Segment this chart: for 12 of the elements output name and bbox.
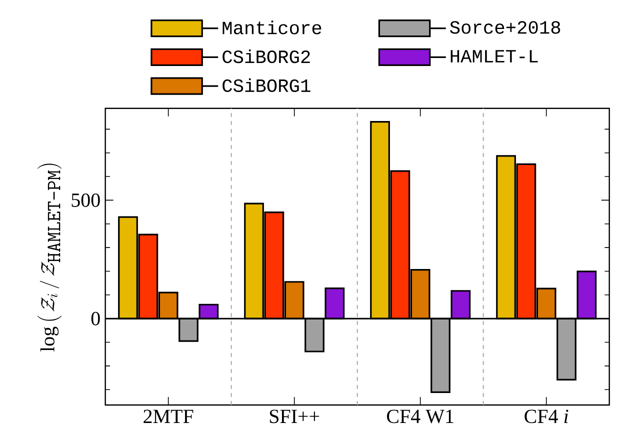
x-tick-label: SFI++ [270,410,320,424]
legend-label: CSiBORG1 [222,78,310,92]
legend-label: Sorce+2018 [450,21,560,34]
legend-label: CSiBORG2 [222,49,310,64]
legend-label: HAMLET-L [450,50,538,62]
x-tick-label: CF4 W1 [386,410,454,424]
y-axis-title: $\log\left(\,\mathcal{Z}_i\,/\,\mathcal{Z}_{\texttt{HAMLET-PM}}\right)$ [37,164,62,352]
x-tick-label: CF4 i [524,410,568,424]
y-tick-label: 0 [91,312,100,326]
x-tick-label: 2MTF [144,410,194,423]
y-tick-label: 500 [72,193,100,207]
legend-label: Manticore [222,20,322,34]
